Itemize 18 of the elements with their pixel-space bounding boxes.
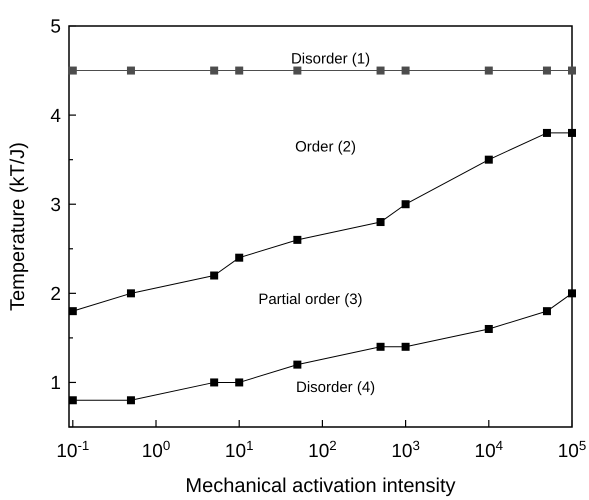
y-tick-label: 5 bbox=[50, 16, 61, 38]
annotation: Partial order (3) bbox=[258, 290, 363, 308]
y-tick-label: 1 bbox=[50, 373, 61, 394]
x-tick-label: 10$^{0}$ bbox=[142, 438, 170, 462]
y-tick-label: 3 bbox=[50, 194, 61, 216]
y-tick-label: 4 bbox=[50, 106, 62, 127]
x-tick-label: 10$^{3}$ bbox=[391, 438, 420, 462]
x-axis-title: Mechanical activation intensity bbox=[185, 475, 456, 497]
annotation: Order (2) bbox=[295, 138, 356, 156]
x-tick-label: 10$^{5}$ bbox=[558, 438, 586, 462]
annotation: Disorder (1) bbox=[290, 50, 370, 68]
x-tick-label: 10$^{4}$ bbox=[474, 438, 504, 462]
x-tick-label: 10$^{2}$ bbox=[308, 438, 337, 462]
x-tick-label: 10$^{-1}$ bbox=[56, 438, 90, 462]
annotation: Disorder (4) bbox=[296, 379, 376, 396]
x-tick-label: 10$^{1}$ bbox=[224, 438, 254, 462]
y-axis-title: Temperature (kT/J) bbox=[7, 142, 29, 311]
y-tick-label: 2 bbox=[50, 284, 61, 305]
